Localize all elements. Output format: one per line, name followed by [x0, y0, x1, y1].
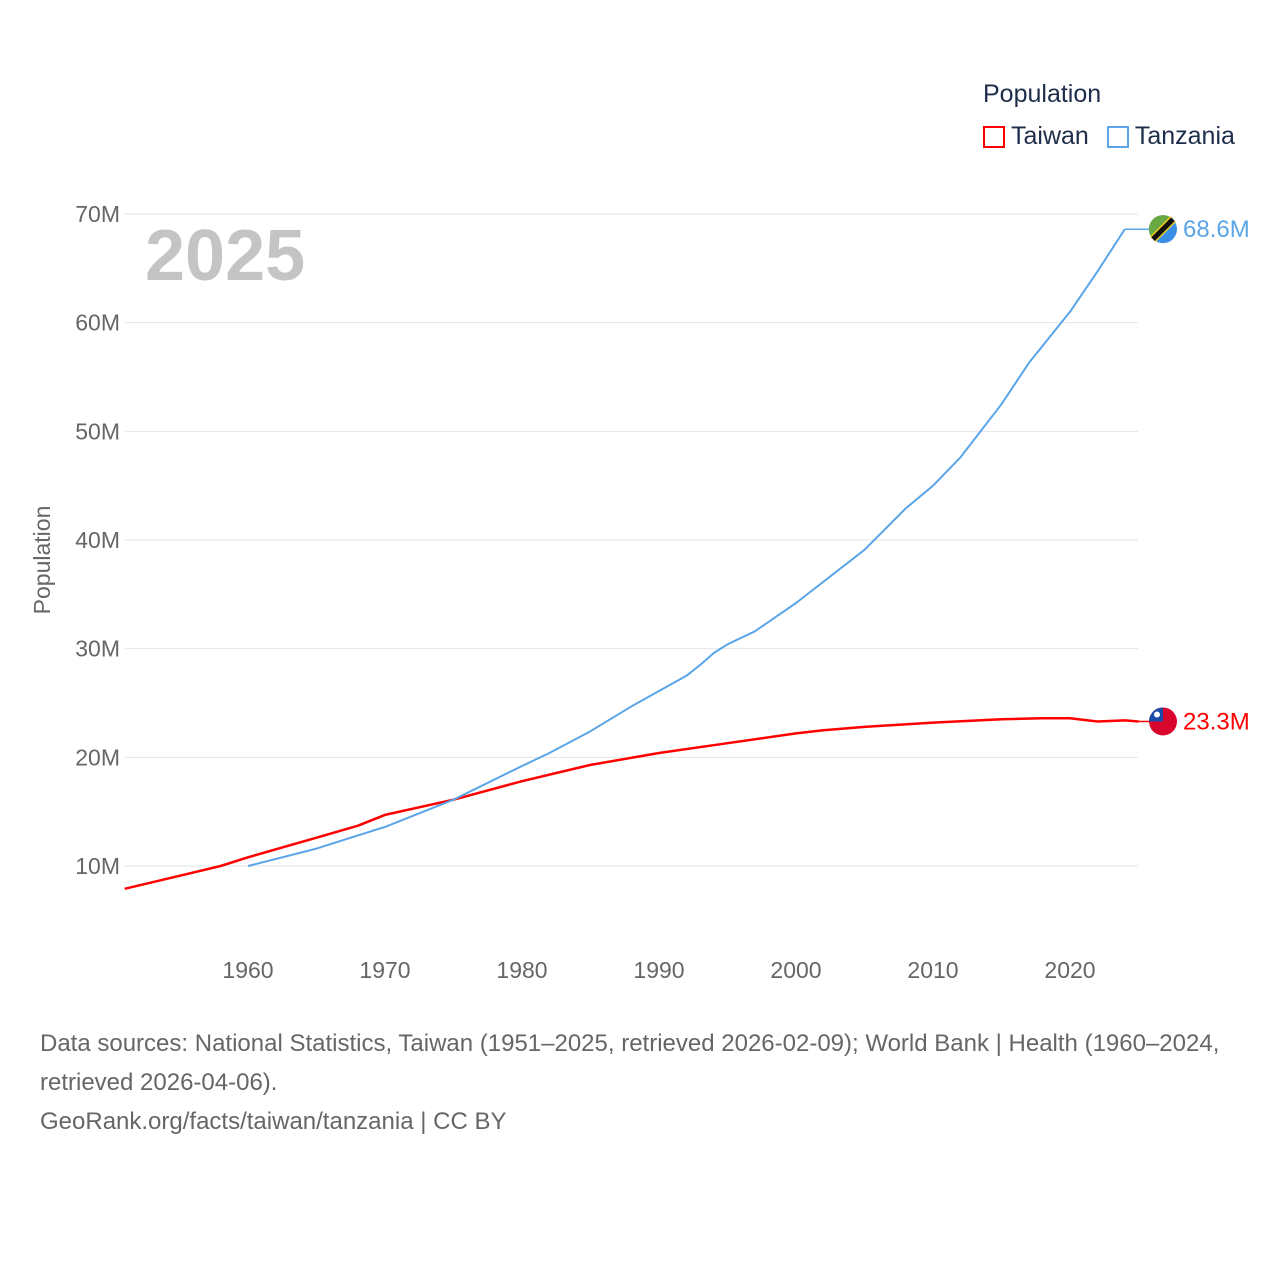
y-tick-label: 20M: [75, 744, 120, 770]
y-tick-label: 60M: [75, 310, 120, 336]
footer: Data sources: National Statistics, Taiwa…: [40, 1024, 1250, 1141]
x-tick-label: 1960: [222, 957, 273, 983]
y-tick-label: 10M: [75, 853, 120, 879]
x-tick-label: 2000: [770, 957, 821, 983]
source-link[interactable]: GeoRank.org/facts/taiwan/tanzania | CC B…: [40, 1108, 507, 1135]
legend-swatch-taiwan: [983, 125, 1005, 148]
x-tick-label: 1980: [496, 957, 547, 983]
legend: Taiwan Tanzania: [983, 122, 1235, 151]
y-tick-label: 40M: [75, 527, 120, 553]
tanzania-flag-icon: [1148, 215, 1177, 244]
series-line-taiwan: [124, 716, 1139, 891]
y-tick-label: 30M: [75, 636, 120, 662]
legend-label-tanzania: Tanzania: [1134, 122, 1235, 150]
x-tick-label: 2010: [907, 957, 958, 983]
legend-label-taiwan: Taiwan: [1011, 122, 1089, 150]
x-tick-label: 1990: [633, 957, 684, 983]
end-label-tanzania: 68.6M: [1183, 216, 1250, 243]
flag-part: [1154, 711, 1160, 718]
year-label: 2025: [145, 216, 305, 296]
x-tick-label: 2020: [1044, 957, 1095, 983]
x-tick-label: 1970: [359, 957, 410, 983]
data-sources: Data sources: National Statistics, Taiwa…: [40, 1030, 1220, 1096]
series-line-tanzania: [247, 228, 1126, 867]
y-axis-label: Population: [29, 506, 55, 615]
flag-part: [1151, 217, 1175, 241]
legend-item-tanzania[interactable]: Tanzania: [1106, 122, 1235, 151]
end-label-taiwan: 23.3M: [1183, 708, 1250, 735]
legend-item-taiwan[interactable]: Taiwan: [983, 122, 1089, 151]
taiwan-flag-icon: [1149, 707, 1177, 736]
legend-title: Population: [983, 80, 1102, 108]
legend-swatch-tanzania: [1106, 125, 1129, 148]
y-tick-label: 50M: [75, 418, 120, 444]
y-tick-label: 70M: [75, 201, 120, 227]
